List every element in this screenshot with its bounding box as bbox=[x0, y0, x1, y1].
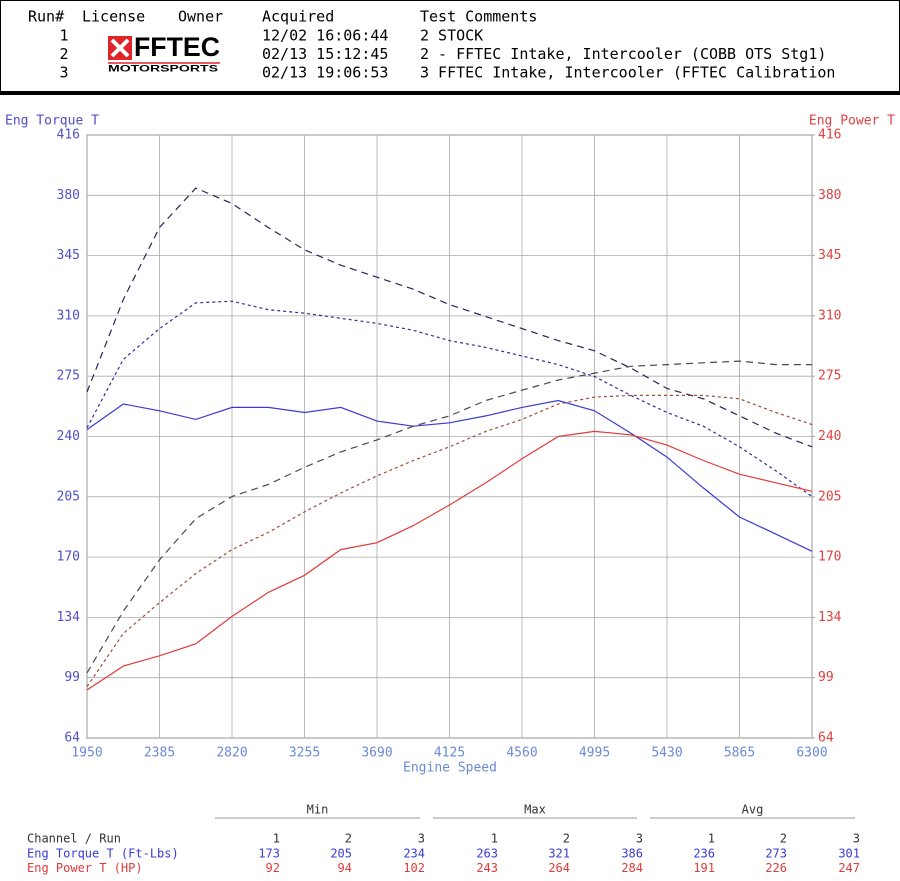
cell: 264 bbox=[548, 861, 570, 875]
column-label: 3 bbox=[418, 832, 425, 846]
column-label: 2 bbox=[780, 832, 787, 846]
acquired: 12/02 16:06:44 bbox=[262, 27, 388, 45]
cell: 226 bbox=[765, 861, 787, 875]
y2-axis-title: Eng Power T bbox=[809, 114, 895, 129]
series-line bbox=[86, 430, 813, 691]
x-tick-label: 4995 bbox=[579, 746, 610, 761]
comment: 3 FFTEC Intake, Intercooler (FFTEC Calib… bbox=[420, 64, 835, 82]
cell: 284 bbox=[621, 861, 643, 875]
y-tick-label: 310 bbox=[57, 308, 80, 323]
y2-tick-label: 380 bbox=[818, 188, 841, 203]
cell: 102 bbox=[403, 861, 425, 875]
y2-tick-label: 345 bbox=[818, 248, 841, 263]
cell: 301 bbox=[838, 847, 860, 861]
header-column: Run# bbox=[28, 8, 64, 26]
run-number: 1 bbox=[59, 27, 68, 45]
group-header: Avg bbox=[742, 803, 764, 817]
y2-tick-label: 99 bbox=[818, 670, 834, 685]
logo-tagline: MOTORSPORTS bbox=[108, 63, 218, 73]
cell: 247 bbox=[838, 861, 860, 875]
y2-tick-label: 416 bbox=[818, 128, 841, 143]
cell: 205 bbox=[330, 847, 352, 861]
acquired: 02/13 19:06:53 bbox=[262, 64, 388, 82]
header-column: Test Comments bbox=[420, 8, 537, 26]
cell: 263 bbox=[476, 847, 498, 861]
logo-icon-mark bbox=[110, 38, 130, 58]
x-tick-label: 3255 bbox=[289, 746, 320, 761]
x-tick-label: 3690 bbox=[361, 746, 392, 761]
y2-tick-label: 205 bbox=[818, 489, 841, 504]
run-number: 3 bbox=[59, 64, 68, 82]
group-header: Min bbox=[307, 803, 329, 817]
x-tick-label: 5865 bbox=[724, 746, 755, 761]
acquired: 02/13 15:12:45 bbox=[262, 45, 388, 63]
cell: 234 bbox=[403, 847, 425, 861]
column-label: 1 bbox=[708, 832, 715, 846]
comment: 2 STOCK bbox=[420, 27, 483, 45]
header-column: Owner bbox=[178, 8, 223, 26]
x-tick-label: 4125 bbox=[434, 746, 465, 761]
y-tick-label: 380 bbox=[57, 188, 80, 203]
y-tick-label: 275 bbox=[57, 369, 80, 384]
y2-tick-label: 240 bbox=[818, 429, 841, 444]
cell: 243 bbox=[476, 861, 498, 875]
y2-tick-label: 64 bbox=[818, 731, 834, 746]
column-label: 3 bbox=[636, 832, 643, 846]
x-tick-label: 2820 bbox=[216, 746, 247, 761]
row-header: Channel / Run bbox=[27, 832, 121, 846]
series-line bbox=[86, 360, 812, 674]
x-tick-label: 1950 bbox=[71, 746, 102, 761]
y2-tick-label: 134 bbox=[818, 610, 842, 625]
y-tick-label: 240 bbox=[57, 429, 80, 444]
cell: 94 bbox=[338, 861, 352, 875]
cell: 173 bbox=[258, 847, 280, 861]
y-axis-title: Eng Torque T bbox=[5, 114, 99, 129]
y-tick-label: 345 bbox=[57, 248, 80, 263]
comment: 2 - FFTEC Intake, Intercooler (COBB OTS … bbox=[420, 45, 826, 63]
row-label: Eng Torque T (Ft-Lbs) bbox=[27, 847, 179, 861]
logo: FFTEC MOTORSPORTS bbox=[108, 32, 220, 73]
row-label: Eng Power T (HP) bbox=[27, 861, 143, 875]
column-label: 3 bbox=[853, 832, 860, 846]
cell: 321 bbox=[548, 847, 570, 861]
cell: 273 bbox=[765, 847, 787, 861]
y-tick-label: 170 bbox=[57, 550, 80, 565]
cell: 191 bbox=[693, 861, 715, 875]
cell: 386 bbox=[621, 847, 643, 861]
column-label: 2 bbox=[345, 832, 352, 846]
y-tick-label: 99 bbox=[64, 670, 80, 685]
x-tick-label: 6300 bbox=[796, 746, 827, 761]
y-tick-label: 416 bbox=[57, 128, 80, 143]
x-tick-label: 5430 bbox=[651, 746, 682, 761]
cell: 236 bbox=[693, 847, 715, 861]
run-number: 2 bbox=[59, 45, 68, 63]
column-label: 1 bbox=[491, 832, 498, 846]
series-line bbox=[86, 300, 813, 497]
group-header: Max bbox=[524, 803, 546, 817]
x-tick-label: 4560 bbox=[506, 746, 537, 761]
x-tick-label: 2385 bbox=[144, 746, 175, 761]
x-axis-title: Engine Speed bbox=[403, 761, 497, 776]
column-label: 2 bbox=[563, 832, 570, 846]
header-column: Acquired bbox=[262, 8, 334, 26]
y-tick-label: 134 bbox=[57, 610, 81, 625]
series-line bbox=[86, 187, 813, 448]
y2-tick-label: 170 bbox=[818, 550, 841, 565]
header-column: License bbox=[82, 8, 145, 26]
column-label: 1 bbox=[273, 832, 280, 846]
y2-tick-label: 275 bbox=[818, 369, 841, 384]
cell: 92 bbox=[266, 861, 280, 875]
y2-tick-label: 310 bbox=[818, 308, 841, 323]
logo-name: FFTEC bbox=[134, 32, 220, 62]
y-tick-label: 205 bbox=[57, 489, 80, 504]
series-line bbox=[86, 399, 813, 552]
y-tick-label: 64 bbox=[64, 731, 80, 746]
